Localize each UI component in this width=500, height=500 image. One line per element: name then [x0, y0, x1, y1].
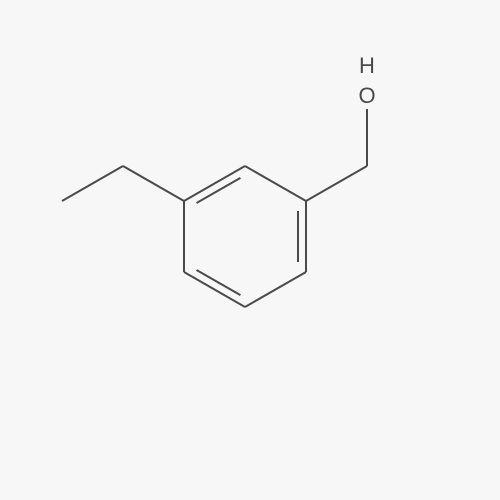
bond-line — [245, 166, 306, 201]
bond-line — [123, 166, 184, 201]
bond-line — [306, 166, 367, 201]
molecule-svg: OH — [0, 0, 500, 500]
atom-label: H — [359, 53, 375, 78]
atom-label: O — [358, 83, 375, 108]
bond-line — [245, 272, 306, 307]
bond-line — [62, 166, 123, 201]
bond-line — [184, 166, 245, 201]
bond-line — [184, 272, 245, 307]
